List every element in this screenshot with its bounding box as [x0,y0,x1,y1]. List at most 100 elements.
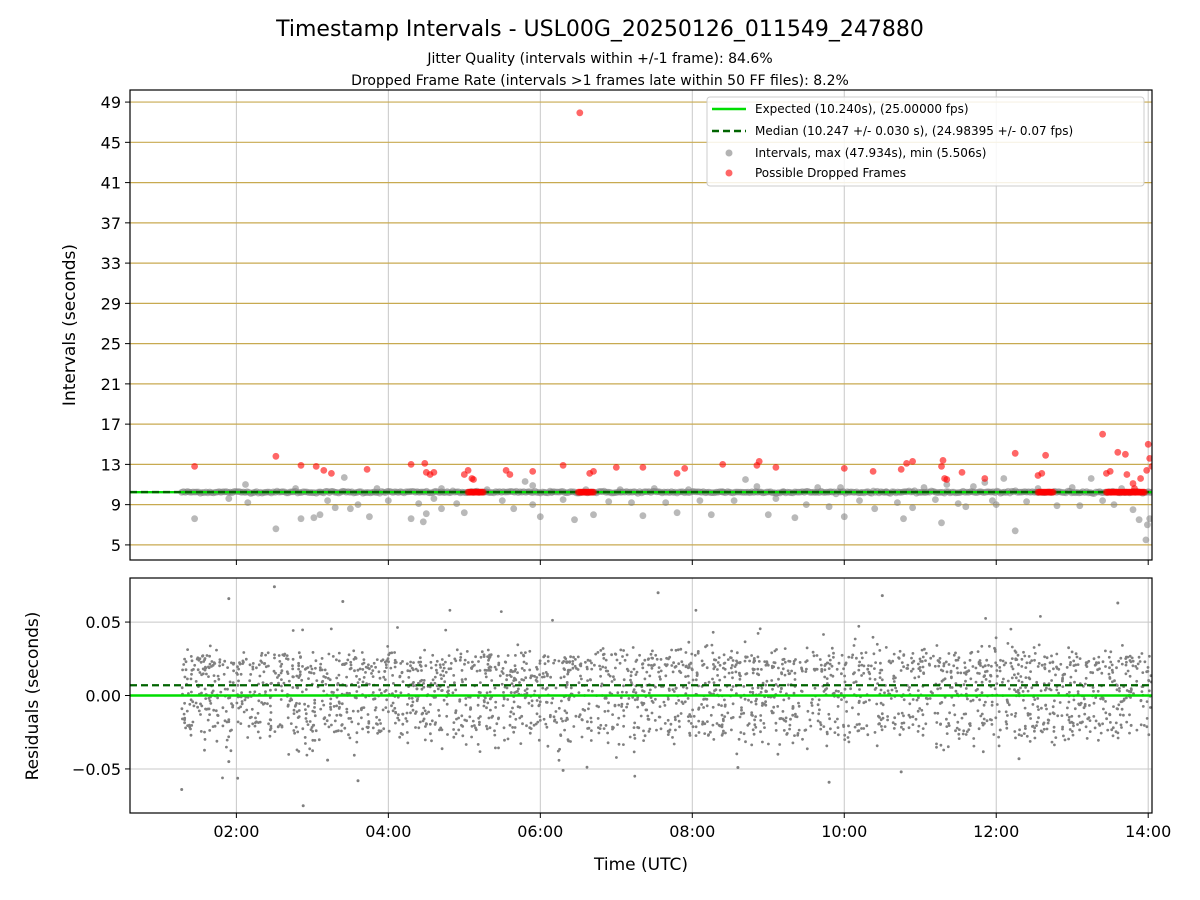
residual-point [397,718,401,722]
dropped-frame-point [1042,451,1049,459]
residual-point [633,698,637,702]
residual-point [291,657,295,661]
residual-point [444,670,448,674]
residual-point [1023,654,1027,658]
residual-point [306,723,310,726]
residual-point [782,657,786,661]
residual-point [1028,661,1032,665]
residual-point [997,710,1001,713]
residual-point [451,691,455,695]
residual-point [463,718,467,722]
residual-point [819,727,823,731]
x-tick-label-2: 02:00 [213,822,259,841]
residual-point [646,717,650,721]
residual-point [269,724,273,728]
residual-point [422,685,426,689]
residual-point [1048,661,1052,665]
residual-point [1020,680,1024,684]
residual-point [440,677,443,680]
residual-point [1039,689,1043,693]
residual-point [845,710,848,713]
residual-point [984,700,987,704]
residual-point [541,672,545,675]
residual-point [418,656,422,660]
residual-point [489,697,492,701]
residual-point [687,681,691,685]
residual-point [1014,690,1018,693]
residual-point [780,671,783,675]
residual-point [884,646,888,649]
residual-point [902,654,906,657]
residual-point [225,738,229,742]
residual-point [512,712,516,716]
residual-point [1068,728,1072,731]
residual-point [1068,690,1071,694]
residual-point [1020,665,1024,668]
residual-point [938,661,942,664]
residual-point [825,687,829,690]
residual-point [916,730,920,733]
residual-point [401,722,405,726]
residual-point [313,698,317,702]
residual-point [981,750,985,754]
residual-point [401,680,405,683]
residual-point [502,726,506,730]
residual-point [493,665,497,669]
residual-point [347,733,350,737]
residual-point [674,686,678,690]
residual-point [954,651,957,655]
interval-outlier-point [932,496,939,503]
residual-point [757,660,761,663]
residual-point [530,704,534,708]
residual-point [858,722,861,726]
residual-point [1147,733,1151,737]
residual-point [697,731,701,734]
residual-point [248,663,252,667]
residual-point [937,664,941,668]
residual-point [983,674,986,678]
residual-point [956,671,960,675]
residual-point [1070,650,1074,654]
residual-point [840,672,843,676]
residual-outlier-point [356,779,360,783]
residual-point [1104,665,1107,668]
residual-point [723,675,727,679]
residual-point [376,723,379,726]
residual-point [525,724,528,728]
residual-point [216,713,220,717]
residual-point [416,697,419,701]
residual-point [524,676,528,680]
residual-point [1108,713,1112,717]
residual-point [1115,666,1118,670]
residual-point [985,658,989,662]
interval-outlier-point [366,513,373,521]
residual-point [985,669,989,673]
residual-point [1013,714,1017,718]
residual-point [356,681,360,684]
residual-point [767,742,770,746]
residual-point [1037,643,1041,647]
residual-point [182,712,186,716]
residual-point [1065,666,1069,669]
residual-point [993,687,997,691]
residual-point [650,656,654,660]
residual-point [997,744,1001,748]
residual-point [898,733,902,737]
residual-point [464,677,467,681]
residual-point [1051,711,1055,715]
residual-point [514,678,518,682]
intervals-x-tick-marks [235,560,1149,565]
residual-point [947,724,951,727]
residual-point [274,671,277,675]
residual-point [627,697,631,700]
residual-point [454,732,458,736]
residual-point [190,724,194,727]
interval-outlier-point [347,505,354,513]
residual-point [740,706,743,709]
residual-point [608,691,612,695]
residual-point [190,659,194,663]
residual-point [764,689,768,693]
residual-point [667,687,671,691]
residual-point [658,715,662,719]
residual-point [509,675,513,678]
